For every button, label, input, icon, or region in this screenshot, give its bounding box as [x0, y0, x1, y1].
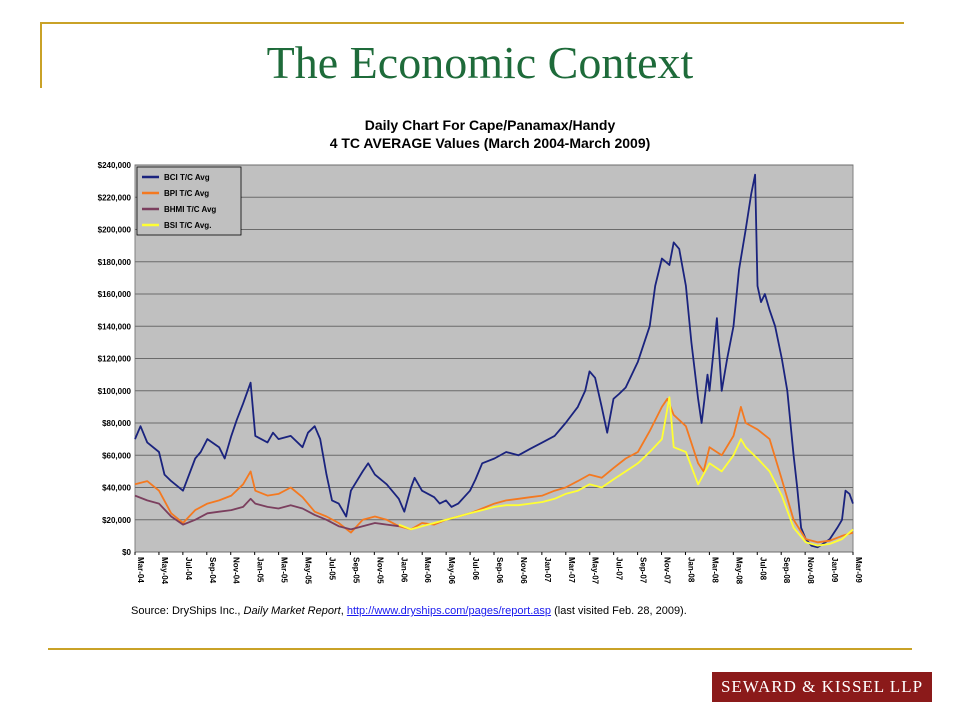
- series-lines: [134, 173, 854, 549]
- x-axis-tick-labels: Mar-04 May-04 Jul-04 Sep-04 Nov-04 Jan-05 Mar-…: [134, 552, 863, 585]
- bottom-rule: [48, 648, 912, 650]
- x-tick-label: Jan-05: [256, 557, 265, 583]
- legend-label: BCI T/C Avg: [164, 173, 210, 182]
- x-tick-label: Jan-06: [399, 557, 408, 583]
- legend-label: BHMI T/C Avg: [164, 205, 216, 214]
- source-prefix: Source: DryShips Inc.,: [131, 605, 244, 617]
- x-tick-label: Nov-07: [663, 557, 672, 584]
- y-tick-label: $200,000: [98, 226, 132, 235]
- x-tick-label: Mar-06: [423, 557, 432, 583]
- top-rule: [40, 22, 904, 24]
- y-tick-label: $60,000: [102, 451, 131, 460]
- series-line-3: [398, 396, 854, 547]
- x-tick-label: Jan-08: [686, 557, 695, 583]
- x-tick-label: Nov-06: [519, 557, 528, 584]
- y-tick-label: $220,000: [98, 193, 132, 202]
- x-tick-label: Jan-09: [830, 557, 839, 583]
- x-tick-label: May-08: [734, 557, 743, 585]
- x-tick-label: Jan-07: [543, 557, 552, 583]
- chart-title-line1: Daily Chart For Cape/Panamax/Handy: [364, 117, 616, 133]
- x-tick-label: Sep-06: [495, 557, 504, 584]
- x-tick-label: Jul-06: [471, 557, 480, 581]
- series-line-2: [134, 494, 399, 531]
- series-line-1: [134, 397, 854, 544]
- x-tick-label: Jul-08: [758, 557, 767, 581]
- y-tick-label: $80,000: [102, 419, 131, 428]
- left-rule: [40, 22, 42, 88]
- x-tick-label: Nov-05: [375, 557, 384, 584]
- x-tick-label: Mar-07: [567, 557, 576, 583]
- line-chart: $0 $20,000 $40,000 $60,000 $80,000 $100,000 $1…: [98, 161, 863, 585]
- y-tick-label: $160,000: [98, 290, 132, 299]
- slide-title: The Economic Context: [266, 37, 694, 88]
- source-citation: Source: DryShips Inc., Daily Market Repo…: [131, 605, 687, 617]
- y-tick-label: $20,000: [102, 516, 131, 525]
- y-axis-tick-labels: $0 $20,000 $40,000 $60,000 $80,000 $100,000 $1…: [98, 161, 132, 557]
- legend: BCI T/C Avg BPI T/C Avg BHMI T/C Avg BSI T/…: [136, 166, 242, 236]
- legend-label: BSI T/C Avg.: [164, 221, 211, 230]
- x-tick-label: Sep-07: [639, 557, 648, 584]
- y-tick-label: $40,000: [102, 484, 131, 493]
- y-tick-label: $240,000: [98, 161, 132, 170]
- source-link[interactable]: http://www.dryships.com/pages/report.asp: [346, 605, 552, 617]
- x-tick-label: Sep-08: [782, 557, 791, 584]
- x-tick-label: Mar-09: [854, 557, 863, 583]
- x-tick-label: Nov-08: [806, 557, 815, 584]
- source-suffix: (last visited Feb. 28, 2009).: [551, 605, 687, 617]
- x-tick-label: Mar-08: [710, 557, 719, 583]
- series-line-0: [134, 173, 854, 549]
- chart-title: Daily Chart For Cape/Panamax/Handy 4 TC …: [140, 116, 840, 152]
- x-tick-label: Sep-05: [351, 557, 360, 584]
- x-tick-label: Jul-05: [327, 557, 336, 581]
- x-tick-label: May-07: [591, 557, 600, 585]
- x-tick-label: May-06: [447, 557, 456, 585]
- source-publication: Daily Market Report: [243, 605, 341, 617]
- x-tick-label: Jul-07: [615, 557, 624, 581]
- chart-title-line2: 4 TC AVERAGE Values (March 2004-March 20…: [329, 135, 651, 151]
- x-tick-label: Jul-04: [184, 557, 193, 581]
- source-separator: ,: [340, 605, 347, 617]
- y-tick-label: $180,000: [98, 258, 132, 267]
- y-tick-label: $140,000: [98, 322, 132, 331]
- x-tick-label: May-04: [160, 557, 169, 585]
- y-tick-label: $0: [122, 548, 131, 557]
- x-tick-label: May-05: [304, 557, 313, 585]
- x-tick-label: Sep-04: [208, 557, 217, 584]
- legend-label: BPI T/C Avg: [164, 189, 209, 198]
- y-tick-label: $120,000: [98, 355, 132, 364]
- legend-box: [136, 166, 242, 236]
- seward-kissel-logo: SEWARD & KISSEL LLP: [712, 672, 932, 702]
- x-tick-label: Mar-05: [280, 557, 289, 583]
- y-tick-label: $100,000: [98, 387, 132, 396]
- x-tick-label: Nov-04: [232, 557, 241, 584]
- x-tick-label: Mar-04: [136, 557, 145, 583]
